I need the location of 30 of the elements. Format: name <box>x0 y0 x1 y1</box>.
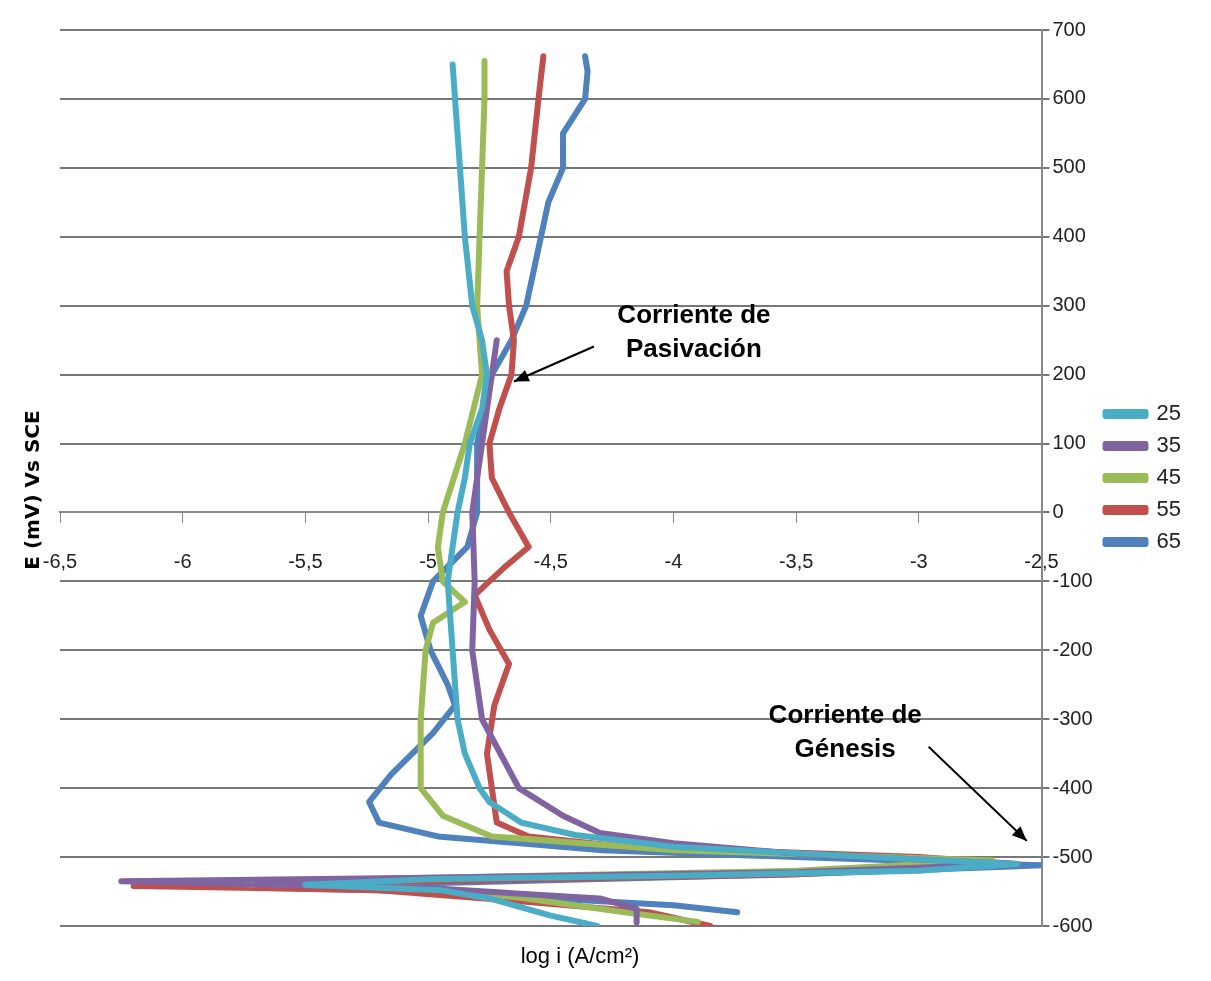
y-tick-label: 100 <box>1052 431 1086 454</box>
legend-label: 55 <box>1156 496 1182 522</box>
y-tick-label: 300 <box>1052 293 1086 316</box>
y-tick-label: 500 <box>1052 155 1086 178</box>
x-tick-label: -5,5 <box>288 549 323 572</box>
y-tick-label: -500 <box>1052 844 1093 867</box>
y-tick-label: 700 <box>1052 17 1086 40</box>
x-tick-label: -4 <box>664 549 683 572</box>
annotation: Corriente de Génesis <box>768 698 922 763</box>
y-tick-label: 200 <box>1052 362 1086 385</box>
x-axis-title: log i (A/cm²) <box>520 943 640 969</box>
legend-label: 25 <box>1156 400 1182 426</box>
y-tick-label: 600 <box>1052 86 1086 109</box>
y-tick-label: 0 <box>1052 499 1064 522</box>
legend-label: 45 <box>1156 464 1182 490</box>
x-tick-label: -5 <box>419 549 437 572</box>
x-tick-label: -3,5 <box>778 549 814 572</box>
y-axis-title: E (mV) Vs SCE <box>20 410 44 570</box>
annotation: Corriente de Pasivación <box>617 298 771 363</box>
y-tick-label: -200 <box>1052 637 1093 660</box>
x-tick-label: -6 <box>173 549 192 572</box>
x-tick-label: -6,5 <box>42 549 78 572</box>
x-tick-label: -3 <box>909 549 928 572</box>
legend-label: 35 <box>1156 432 1182 458</box>
y-tick-label: -300 <box>1052 706 1093 729</box>
y-tick-label: -400 <box>1052 775 1093 798</box>
x-tick-label: -4,5 <box>533 549 568 572</box>
y-tick-label: 400 <box>1052 224 1086 247</box>
y-tick-label: -600 <box>1052 913 1093 936</box>
legend-label: 65 <box>1156 528 1182 554</box>
